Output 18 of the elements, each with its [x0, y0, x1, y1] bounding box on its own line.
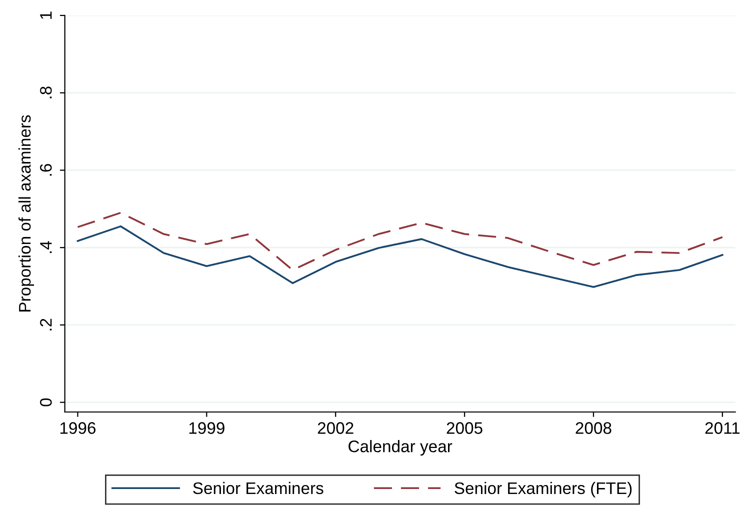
- x-axis-title: Calendar year: [348, 440, 452, 456]
- x-tick-label: 1999: [189, 422, 224, 434]
- y-axis-title: Proportion of all axaminers: [18, 115, 34, 312]
- x-tick-label: 2008: [576, 422, 612, 434]
- x-tick-label: 2011: [705, 422, 740, 434]
- line-series: [76, 225, 724, 288]
- y-tick-label: .4: [40, 241, 52, 254]
- legend-label: Senior Examiners (FTE): [454, 482, 632, 498]
- y-tick-label: 1: [40, 12, 52, 19]
- x-tick-label: 2002: [318, 422, 354, 434]
- y-tick-label: .2: [40, 318, 52, 330]
- y-tick-label: .6: [40, 164, 52, 176]
- x-tick-label: 1996: [60, 422, 96, 434]
- y-tick-label: 0: [40, 398, 52, 406]
- line-series: [76, 212, 724, 271]
- y-tick-label: .8: [40, 86, 52, 98]
- x-tick-label: 2005: [446, 422, 482, 434]
- legend-label: Senior Examiners: [193, 482, 324, 494]
